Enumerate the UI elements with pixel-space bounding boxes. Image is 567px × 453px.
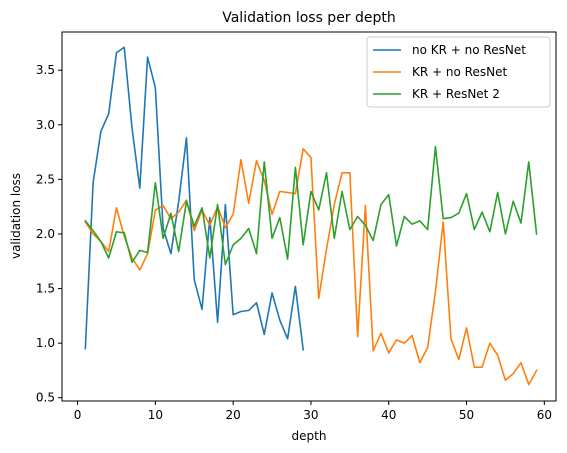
legend: no KR + no ResNet KR + no ResNet KR + ResN… — [366, 36, 551, 108]
y-axis-title: validation loss — [9, 173, 23, 259]
legend-label-1: no KR + no ResNet — [412, 43, 526, 57]
legend-label-2: KR + no ResNet — [412, 65, 507, 79]
x-tick-label: 60 — [537, 408, 552, 422]
x-axis-title: depth — [292, 429, 327, 443]
legend-label-3: KR + ResNet 2 — [412, 87, 500, 101]
x-tick-label: 50 — [459, 408, 474, 422]
plot-frame — [61, 31, 557, 402]
x-tick-label: 10 — [148, 408, 163, 422]
x-tick-label: 30 — [303, 408, 318, 422]
y-tick-label: 1.0 — [36, 336, 55, 350]
y-tick-label: 3.0 — [36, 118, 55, 132]
y-tick-label: 2.5 — [36, 172, 55, 186]
series-layer — [84, 46, 538, 386]
y-axis-ticks: 0.5 1.0 1.5 2.0 2.5 3.0 3.5 — [36, 63, 62, 405]
series-line-1 — [84, 46, 305, 351]
series-line-3 — [84, 145, 538, 266]
legend-box — [366, 36, 551, 108]
x-tick-label: 20 — [226, 408, 241, 422]
y-tick-label: 3.5 — [36, 63, 55, 77]
y-tick-label: 2.0 — [36, 227, 55, 241]
y-tick-label: 0.5 — [36, 391, 55, 405]
series-line-2 — [84, 148, 538, 386]
x-axis-ticks: 0 10 20 30 40 50 60 — [74, 401, 552, 422]
chart-title: Validation loss per depth — [222, 10, 396, 26]
y-tick-label: 1.5 — [36, 282, 55, 296]
x-tick-label: 40 — [381, 408, 396, 422]
x-tick-label: 0 — [74, 408, 82, 422]
